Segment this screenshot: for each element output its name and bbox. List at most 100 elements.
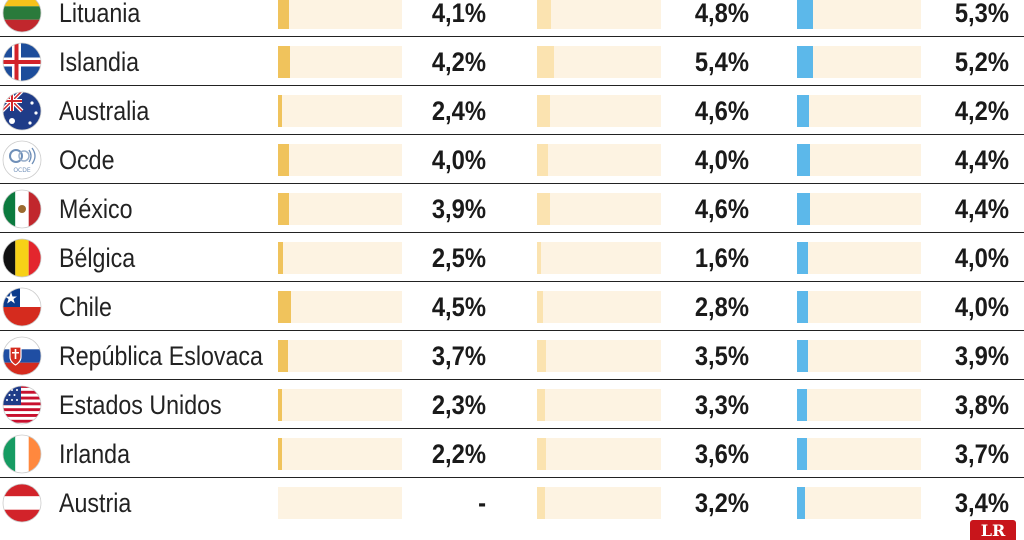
- value-label: 3,9%: [431, 194, 486, 224]
- bar: [537, 487, 545, 519]
- svg-text:OCDE: OCDE: [13, 167, 31, 174]
- bar: [797, 193, 810, 225]
- table-row: Lituania 4,1% 4,8% 5,3%: [0, 0, 1024, 37]
- country-name: Chile: [59, 292, 112, 322]
- bar: [797, 0, 813, 29]
- bar-track: [537, 242, 661, 274]
- lithuania-flag-icon: [2, 0, 42, 33]
- bar-track: [537, 291, 661, 323]
- bar: [278, 0, 289, 29]
- bar: [537, 144, 548, 176]
- bar-track: [537, 0, 661, 29]
- bar-track: [797, 46, 921, 78]
- bar-track: [797, 389, 921, 421]
- australia-flag-icon: [2, 91, 42, 131]
- value-label: 4,0%: [431, 145, 486, 175]
- value-label: 4,1%: [431, 0, 486, 28]
- bar-track: [797, 242, 921, 274]
- slovakia-flag-icon: [2, 336, 42, 376]
- country-name: Estados Unidos: [59, 390, 222, 420]
- value-label: -: [478, 488, 486, 518]
- table-row: Chile 4,5% 2,8% 4,0%: [0, 283, 1024, 331]
- bar-track: [797, 193, 921, 225]
- bar: [278, 340, 288, 372]
- value-label: 2,8%: [694, 292, 749, 322]
- value-label: 4,8%: [694, 0, 749, 28]
- table-row: Bélgica 2,5% 1,6% 4,0%: [0, 234, 1024, 282]
- ireland-flag-icon: [2, 434, 42, 474]
- value-label: 2,5%: [431, 243, 486, 273]
- bar-track: [797, 95, 921, 127]
- country-name: Austria: [59, 488, 132, 518]
- bar: [537, 438, 546, 470]
- bar: [537, 193, 550, 225]
- table-row: Australia 2,4% 4,6% 4,2%: [0, 87, 1024, 135]
- bar-track: [278, 487, 402, 519]
- bar: [797, 46, 813, 78]
- bar-track: [797, 291, 921, 323]
- value-label: 3,7%: [954, 439, 1009, 469]
- bar-track: [537, 144, 661, 176]
- bar-track: [278, 340, 402, 372]
- bar-track: [537, 389, 661, 421]
- bar-track: [278, 438, 402, 470]
- table-row: México 3,9% 4,6% 4,4%: [0, 185, 1024, 233]
- value-label: 4,0%: [954, 292, 1009, 322]
- country-name: México: [59, 194, 133, 224]
- bar: [278, 144, 289, 176]
- bar-track: [537, 46, 661, 78]
- value-label: 3,6%: [694, 439, 749, 469]
- bar-track: [278, 46, 402, 78]
- bar: [278, 95, 282, 127]
- country-name: República Eslovaca: [59, 341, 263, 371]
- value-label: 2,4%: [431, 96, 486, 126]
- value-label: 5,3%: [954, 0, 1009, 28]
- bar-track: [278, 95, 402, 127]
- bar-track: [537, 340, 661, 372]
- mexico-flag-icon: [2, 189, 42, 229]
- usa-flag-icon: [2, 385, 42, 425]
- value-label: 3,2%: [694, 488, 749, 518]
- table-row: Estados Unidos 2,3% 3,3% 3,8%: [0, 381, 1024, 429]
- bar: [537, 389, 545, 421]
- belgium-flag-icon: [2, 238, 42, 278]
- bar: [537, 95, 550, 127]
- chile-flag-icon: [2, 287, 42, 327]
- table-row: República Eslovaca 3,7% 3,5% 3,9%: [0, 332, 1024, 380]
- country-name: Ocde: [59, 145, 115, 175]
- bar: [537, 0, 551, 29]
- bar-track: [278, 193, 402, 225]
- value-label: 3,4%: [954, 488, 1009, 518]
- bar-track: [278, 242, 402, 274]
- bar: [537, 340, 546, 372]
- austria-flag-icon: [2, 483, 42, 523]
- table-row: OCDE Ocde 4,0% 4,0% 4,4%: [0, 136, 1024, 184]
- value-label: 3,3%: [694, 390, 749, 420]
- value-label: 3,5%: [694, 341, 749, 371]
- bar: [537, 291, 543, 323]
- value-label: 5,2%: [954, 47, 1009, 77]
- table-row: Islandia 4,2% 5,4% 5,2%: [0, 38, 1024, 86]
- bar-track: [278, 144, 402, 176]
- bar-track: [537, 193, 661, 225]
- bar: [797, 487, 805, 519]
- bar: [797, 438, 807, 470]
- table-row: Austria - 3,2% 3,4%: [0, 479, 1024, 527]
- bar: [797, 242, 808, 274]
- bar: [278, 242, 283, 274]
- country-name: Irlanda: [59, 439, 131, 469]
- value-label: 4,0%: [954, 243, 1009, 273]
- bar: [278, 438, 282, 470]
- value-label: 4,4%: [954, 194, 1009, 224]
- bar-track: [537, 487, 661, 519]
- value-label: 4,2%: [954, 96, 1009, 126]
- value-label: 4,0%: [694, 145, 749, 175]
- bar-track: [797, 487, 921, 519]
- value-label: 5,4%: [694, 47, 749, 77]
- value-label: 3,9%: [954, 341, 1009, 371]
- bar: [797, 291, 808, 323]
- bar: [278, 46, 290, 78]
- bar-track: [797, 144, 921, 176]
- bar: [278, 193, 289, 225]
